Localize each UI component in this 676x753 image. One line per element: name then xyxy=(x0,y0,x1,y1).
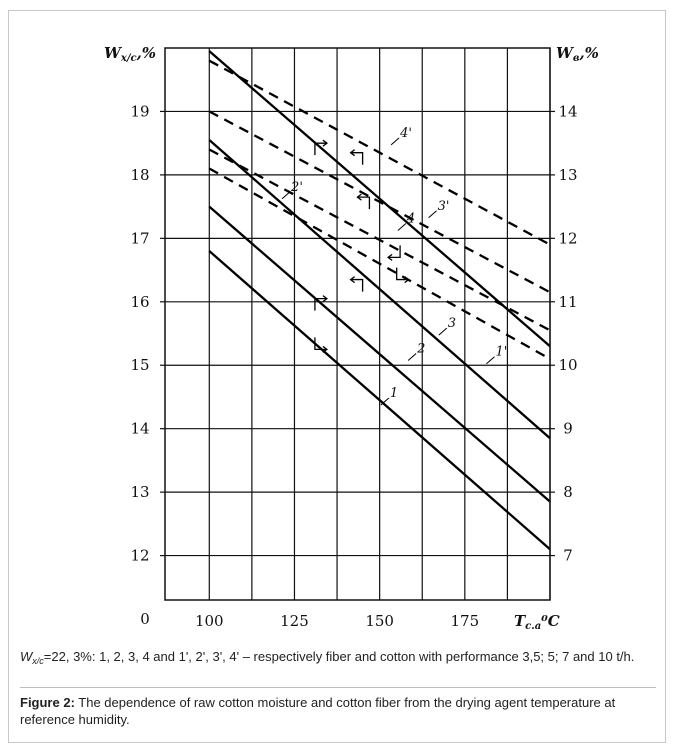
curve-label-leader xyxy=(390,137,400,146)
figure-caption: Figure 2: The dependence of raw cotton m… xyxy=(20,694,656,728)
curve-label-3p: 3' xyxy=(438,199,450,214)
series-lines xyxy=(208,50,551,551)
x-tick-label: 125 xyxy=(280,612,309,630)
direction-arrowhead xyxy=(322,295,328,303)
direction-arrowhead xyxy=(349,149,356,157)
figure-caption-label: Figure 2: xyxy=(20,695,75,710)
caption-divider xyxy=(20,687,656,688)
series-line-1 xyxy=(208,250,551,551)
direction-arrow xyxy=(314,337,327,351)
y-tick-label-left: 15 xyxy=(130,356,149,374)
plot-frame xyxy=(160,47,555,601)
y-tick-label-right: 10 xyxy=(558,356,577,374)
y-tick-label-left: 18 xyxy=(130,166,149,184)
y-axis-label-left-sub: x/c xyxy=(120,53,137,64)
grid xyxy=(165,48,551,600)
curve-label-leader xyxy=(397,223,407,231)
y-tick-label-right: 7 xyxy=(563,547,573,565)
curve-label-leader xyxy=(281,191,291,200)
y-tick-label-right: 12 xyxy=(558,229,577,247)
y-tick-label-left: 12 xyxy=(130,547,149,565)
curve-label-leader xyxy=(380,397,390,406)
direction-arrowhead xyxy=(404,276,410,284)
direction-arrowhead xyxy=(322,345,328,353)
caption-note-text: =22, 3%: 1, 2, 3, 4 and 1', 2', 3', 4' –… xyxy=(43,649,635,664)
series-line-4p xyxy=(208,59,551,246)
curve-label-leader xyxy=(438,327,448,336)
curve-label-4p: 4' xyxy=(399,126,412,141)
y-axis-label-right-unit: ,% xyxy=(578,44,598,62)
direction-arrow xyxy=(314,297,327,311)
y-tick-label-left: 13 xyxy=(130,483,149,501)
direction-arrow xyxy=(314,142,327,156)
direction-arrow xyxy=(396,267,409,281)
curve-label-2p: 2' xyxy=(290,180,303,195)
series-line-3p xyxy=(208,110,551,294)
series-line-2p xyxy=(208,148,551,332)
y-axis-label-right-sub: в xyxy=(573,53,580,64)
y-tick-label-right: 8 xyxy=(563,483,573,501)
direction-arrowhead xyxy=(322,139,328,147)
caption-note: Wx/c=22, 3%: 1, 2, 3, 4 and 1', 2', 3', … xyxy=(20,648,656,667)
caption-var-sub: x/c xyxy=(32,656,44,666)
curve-label-2: 2 xyxy=(416,342,425,357)
y-tick-label-left: 17 xyxy=(130,229,149,247)
y-axis-label-right-main: W xyxy=(556,44,575,62)
direction-arrow xyxy=(357,196,371,210)
direction-arrow xyxy=(350,152,364,165)
x-tick-label: 150 xyxy=(365,612,394,630)
figure-caption-text: The dependence of raw cotton moisture an… xyxy=(20,695,616,727)
x-axis-label-unit: ⁰C xyxy=(541,612,560,630)
curve-label-leader xyxy=(486,356,495,365)
curve-label-leader xyxy=(407,353,417,361)
y-axis-label-left-main: W xyxy=(104,44,123,62)
x-tick-label: 100 xyxy=(195,612,224,630)
axis-labels: Wx/c,% Wв,%Tс.а⁰C xyxy=(104,44,599,632)
direction-arrowhead xyxy=(349,276,356,284)
curve-label-4: 4 xyxy=(406,211,415,226)
x-axis-label: Tс.а⁰C xyxy=(514,612,560,632)
curve-label-leader xyxy=(428,210,437,219)
series-line-3 xyxy=(208,139,551,440)
x-tick-label: 175 xyxy=(451,612,480,630)
y-tick-label-left: 16 xyxy=(130,293,149,311)
y-tick-label-right: 11 xyxy=(558,293,577,311)
curve-label-1p: 1' xyxy=(495,345,507,360)
x-axis-label-sub: с.а xyxy=(525,621,541,632)
direction-arrow xyxy=(388,245,401,259)
y-tick-label-right: 9 xyxy=(563,420,573,438)
plot-border xyxy=(164,47,551,601)
curve-labels: 1 2 3 4 1' 2' 3' 4' xyxy=(281,126,507,406)
y-axis-label-left: Wx/c,% xyxy=(104,44,156,64)
direction-arrowhead xyxy=(356,193,362,201)
y-axis-label-right: Wв,% xyxy=(556,44,599,64)
origin-label: 0 xyxy=(140,610,150,628)
y-tick-label-right: 13 xyxy=(558,166,577,184)
y-tick-label-left: 19 xyxy=(130,102,149,120)
series-line-2 xyxy=(208,205,551,503)
curve-label-3: 3 xyxy=(448,316,456,331)
curve-label-1: 1 xyxy=(390,386,398,401)
series-line-1p xyxy=(208,167,551,360)
y-tick-label-right: 14 xyxy=(558,102,577,120)
y-axis-label-left-unit: ,% xyxy=(136,44,156,62)
direction-arrow xyxy=(350,278,364,292)
series-line-4 xyxy=(208,50,551,348)
x-axis-label-main: T xyxy=(514,612,527,630)
direction-arrowhead xyxy=(387,253,393,261)
y-tick-label-left: 14 xyxy=(130,420,149,438)
caption-var-main: W xyxy=(20,649,33,664)
